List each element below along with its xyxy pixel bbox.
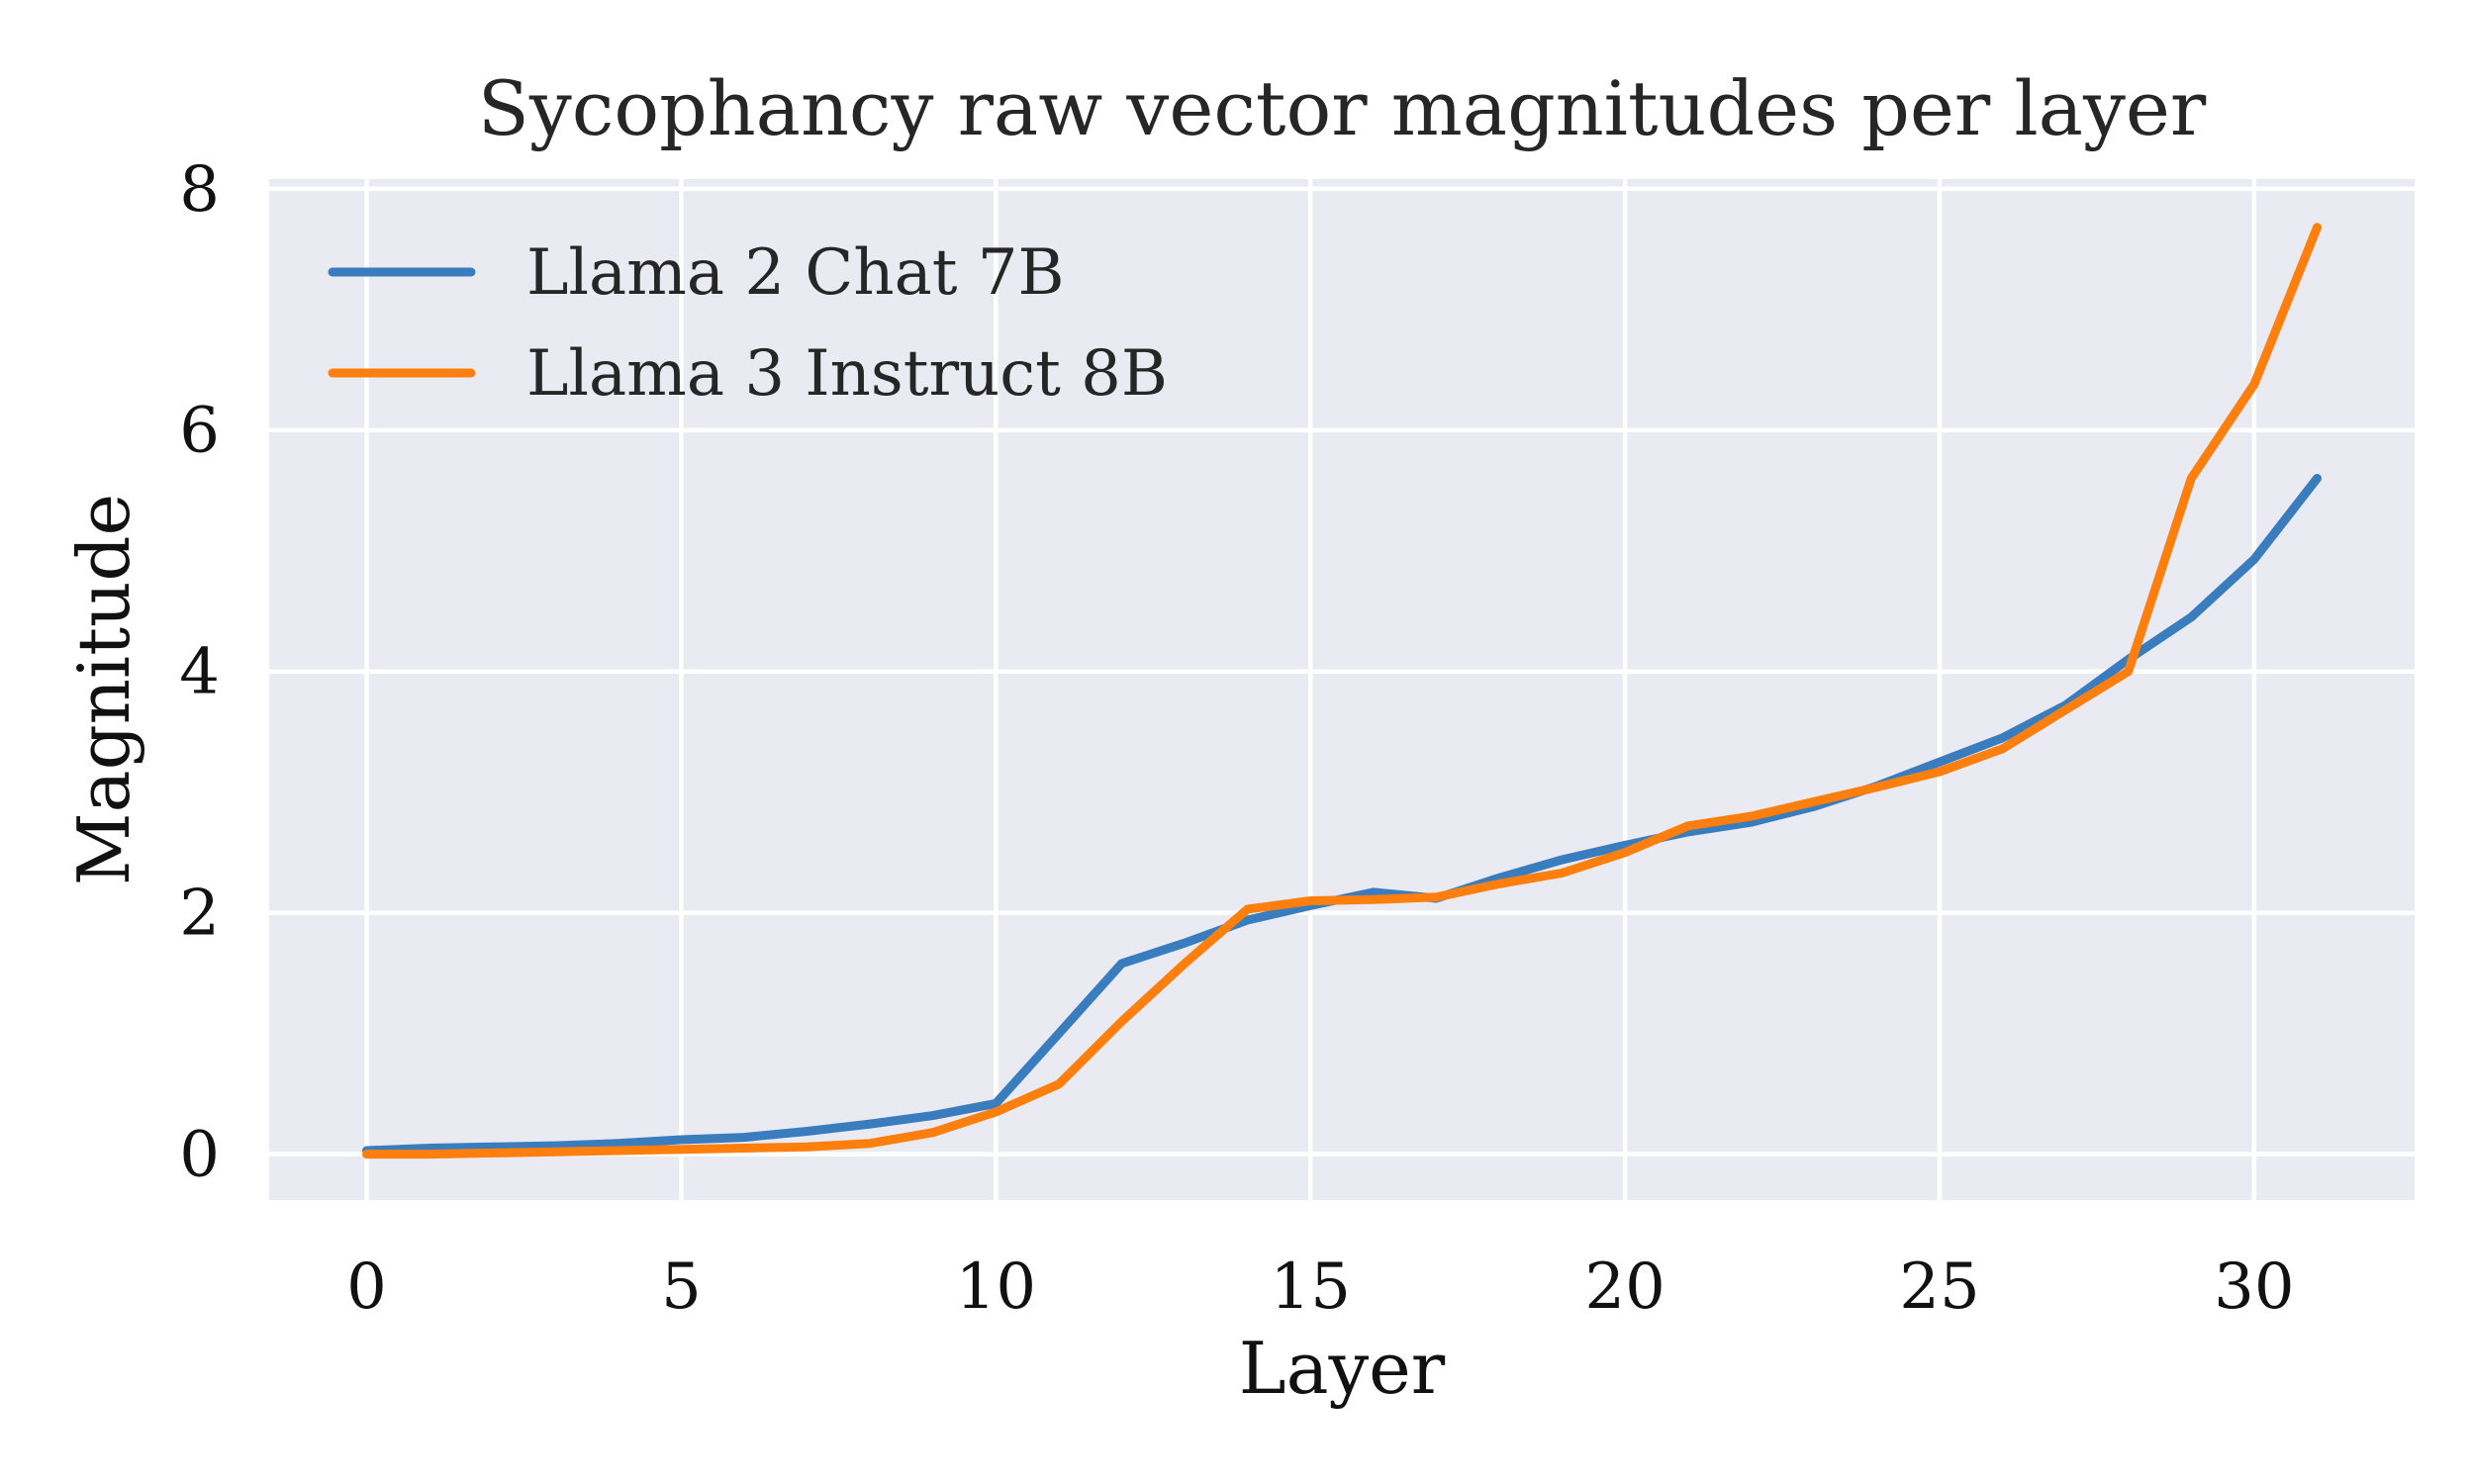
y-axis-label: Magnitude	[62, 494, 145, 885]
x-tick-label: 30	[2214, 1251, 2294, 1324]
plot-area	[269, 179, 2415, 1200]
x-tick-label: 0	[346, 1251, 387, 1324]
chart-title: Sycophancy raw vector magnitudes per lay…	[478, 64, 2207, 152]
y-tick-label: 2	[179, 878, 220, 951]
legend-label: Llama 3 Instruct 8B	[526, 337, 1168, 411]
x-tick-label: 5	[661, 1251, 702, 1324]
x-tick-label: 20	[1584, 1251, 1665, 1324]
x-axis-ticks: 0 5 10 15 20 25 30	[346, 1251, 2294, 1324]
x-tick-label: 15	[1270, 1251, 1350, 1324]
series-line-llama-3-instruct-8b	[362, 223, 2322, 1159]
x-tick-label: 25	[1899, 1251, 1979, 1324]
y-tick-label: 6	[179, 395, 220, 468]
y-tick-label: 4	[179, 636, 220, 709]
y-tick-label: 8	[179, 153, 220, 227]
legend: Llama 2 Chat 7B Llama 3 Instruct 8B	[328, 236, 1168, 411]
y-tick-label: 0	[179, 1119, 220, 1192]
y-axis-ticks: 0 2 4 6 8	[179, 153, 220, 1192]
legend-label: Llama 2 Chat 7B	[526, 236, 1065, 310]
series-layer	[362, 223, 2322, 1159]
x-axis-label: Layer	[1239, 1327, 1446, 1410]
x-tick-label: 10	[956, 1251, 1036, 1324]
